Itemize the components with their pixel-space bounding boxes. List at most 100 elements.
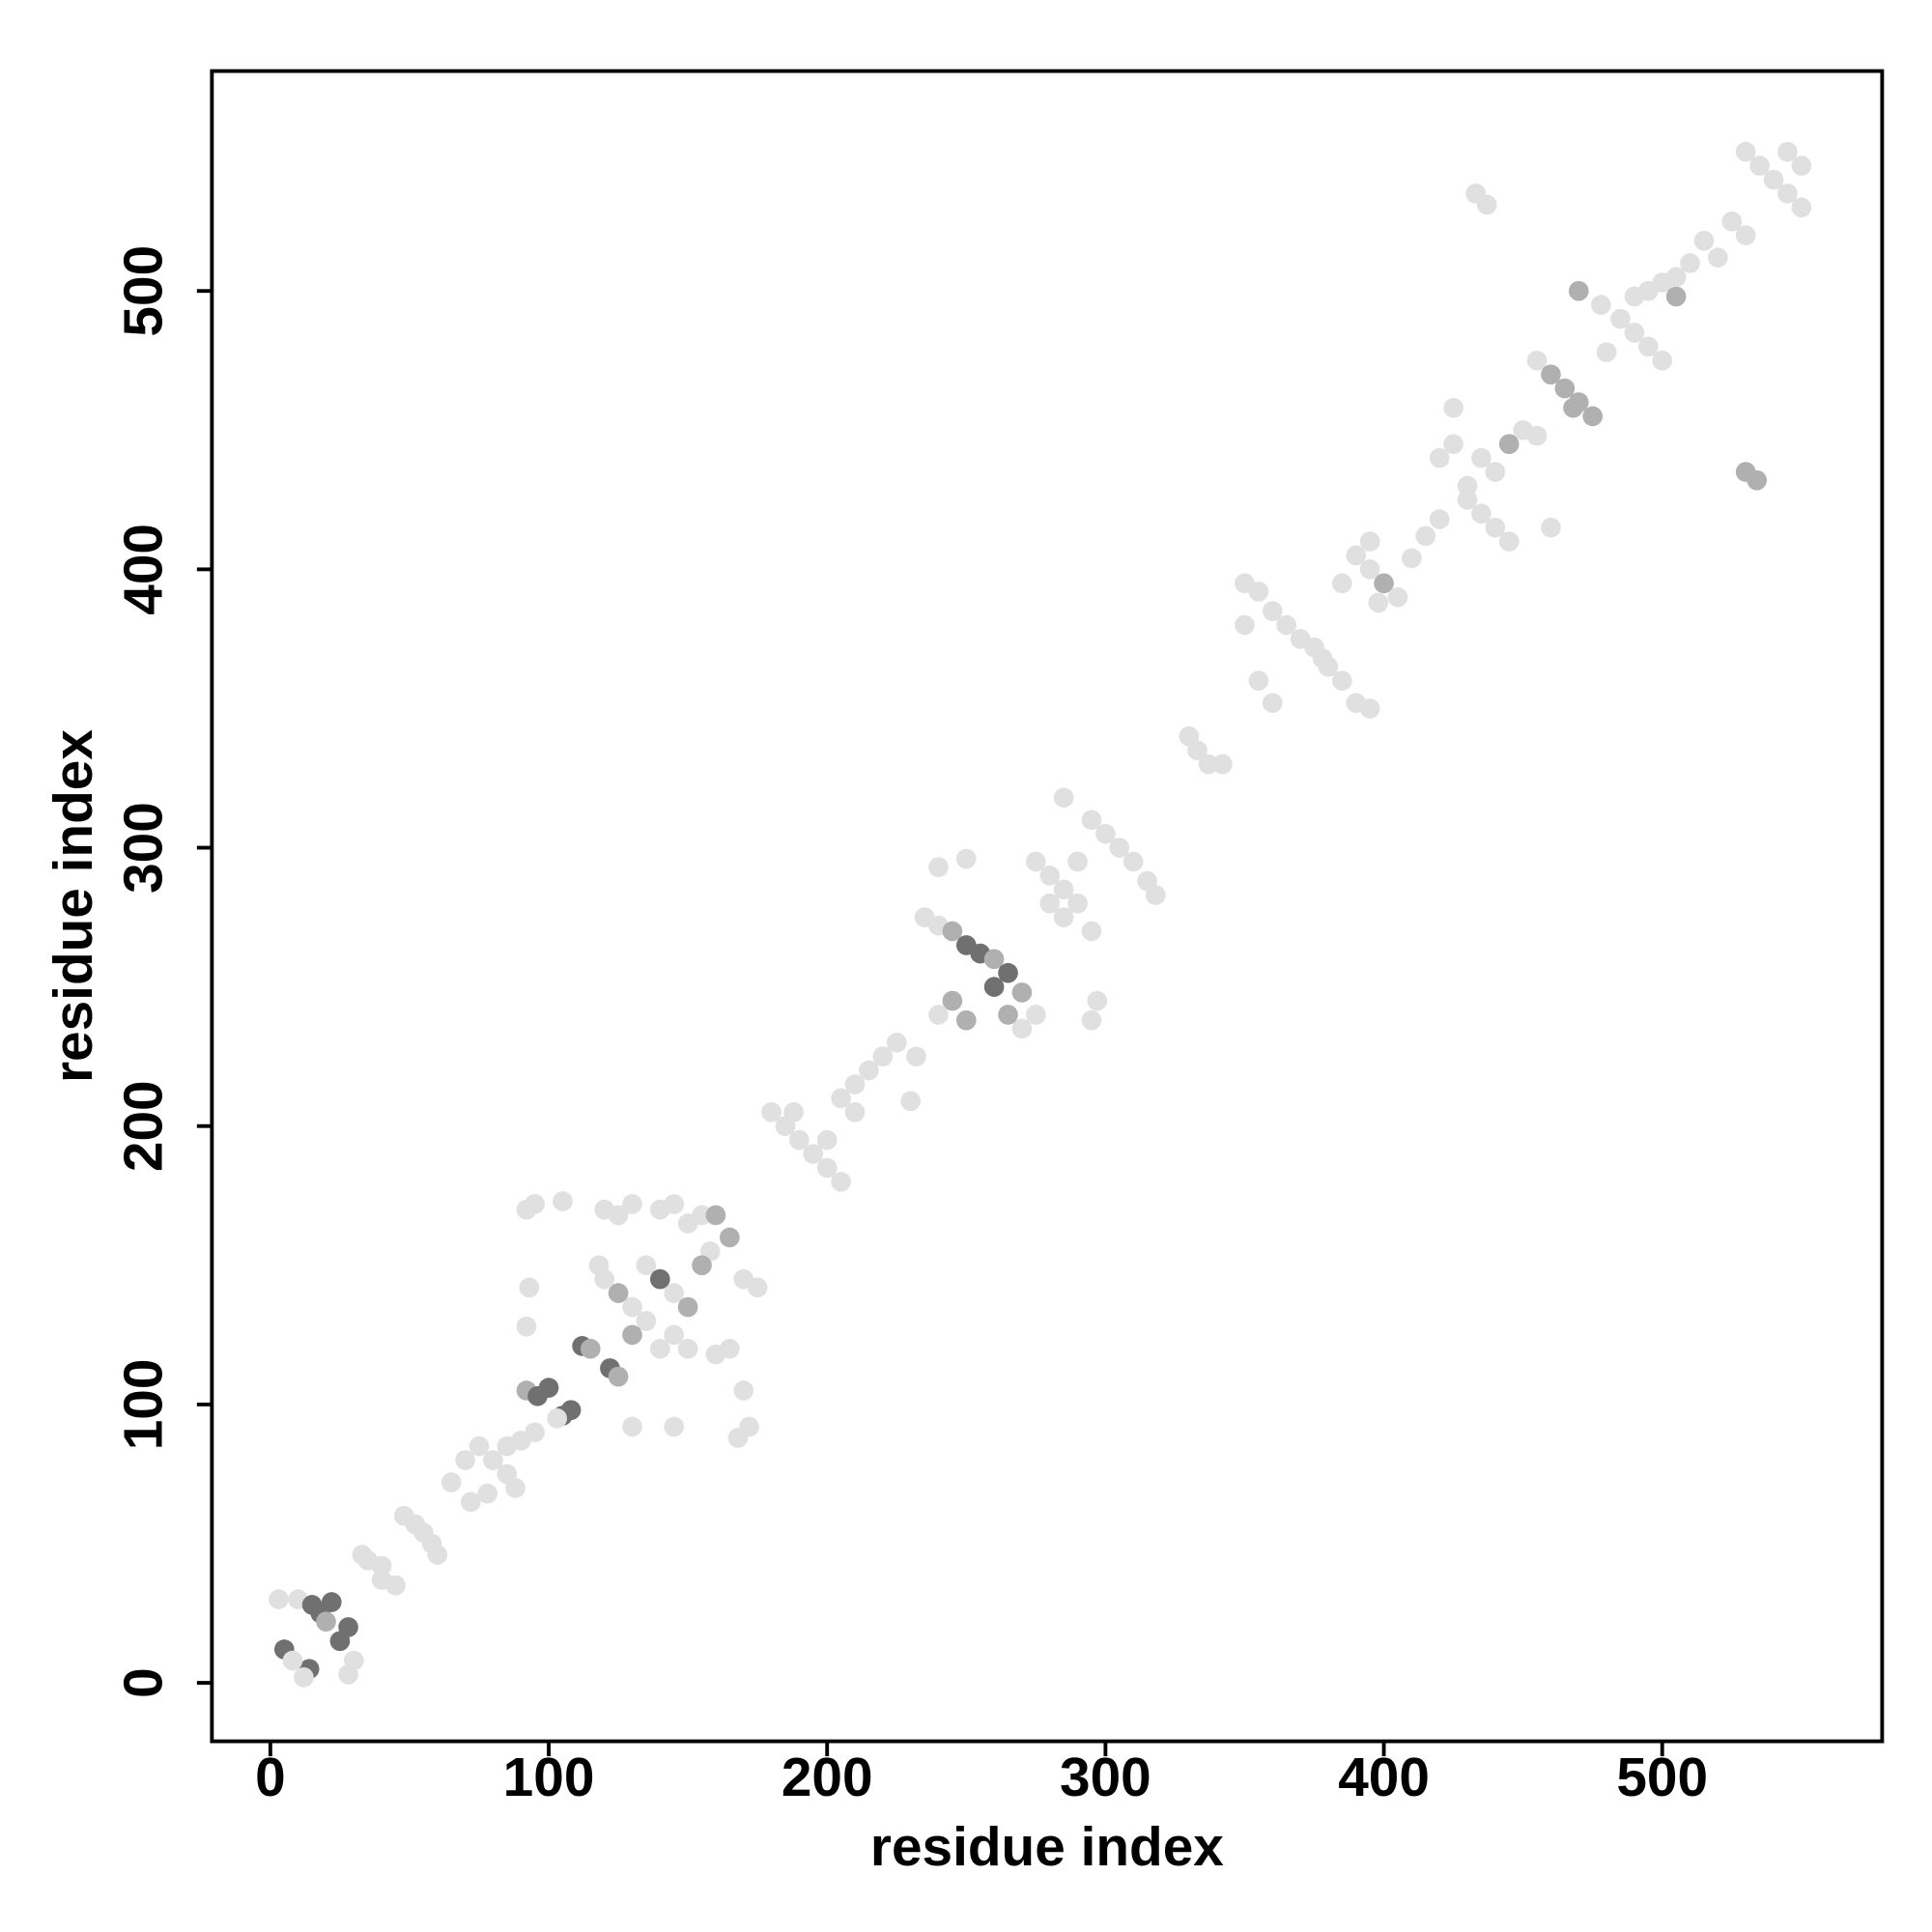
point [1368,592,1389,613]
point [783,1101,804,1122]
point [1053,879,1074,900]
point [664,1283,685,1303]
point [1374,573,1394,594]
point [636,1311,657,1331]
point [516,1316,537,1337]
point [1053,787,1074,809]
y-tick-label: 500 [113,245,174,337]
point [1526,425,1548,446]
point [547,1407,568,1429]
y-tick-label: 300 [113,802,174,894]
point [1212,753,1233,775]
point [1067,893,1088,914]
point [983,949,1005,970]
point [1624,323,1645,343]
point [1359,559,1380,580]
point [1312,648,1333,668]
point [747,1277,768,1298]
point [1485,517,1506,538]
point [1248,670,1269,691]
point [906,1046,926,1066]
point [1415,526,1436,547]
point [1763,169,1784,190]
point [1747,469,1768,491]
point [1402,548,1422,569]
point [352,1545,373,1565]
point [1067,851,1088,872]
point [1526,350,1548,371]
point [608,1283,629,1303]
point [649,1268,670,1290]
point [664,1324,685,1346]
point [761,1101,781,1122]
point [622,1324,642,1346]
point [1471,503,1492,525]
point [677,1338,698,1359]
point [483,1450,503,1470]
point [594,1268,614,1290]
point [1053,907,1074,927]
point [427,1545,448,1565]
point [580,1338,601,1359]
point [1563,397,1583,418]
point [1011,1018,1033,1039]
point [928,857,949,878]
point [538,1378,559,1398]
point [1591,295,1611,315]
point [321,1592,342,1612]
point [1498,531,1520,552]
point [440,1472,462,1492]
point [859,1060,879,1081]
point [1749,156,1770,176]
point [1262,601,1283,621]
point [505,1478,526,1498]
point [942,921,963,942]
point [1457,475,1478,497]
point [928,1005,949,1025]
x-tick-label: 300 [1060,1747,1151,1808]
point [525,1194,545,1214]
point [636,1255,657,1276]
point [1359,698,1380,719]
point [622,1416,642,1437]
point [803,1144,824,1164]
y-tick-label: 100 [113,1359,174,1451]
point [733,1380,754,1401]
point [720,1227,740,1248]
point [1708,247,1728,268]
x-tick-label: 100 [503,1747,595,1808]
point [955,1009,977,1031]
point [844,1074,866,1094]
point [553,1191,573,1211]
point [831,1088,851,1109]
point [1541,517,1561,538]
point [1346,545,1367,566]
y-tick-label: 200 [113,1080,174,1172]
point [1610,308,1631,329]
point [622,1296,642,1318]
point [1332,670,1352,691]
point [1735,225,1756,245]
point [1721,211,1743,232]
point [998,962,1018,983]
point [1095,823,1116,844]
point [461,1492,481,1513]
point [1582,406,1604,427]
y-axis-label: residue index [43,729,104,1083]
point [294,1666,314,1688]
point [1791,156,1812,176]
point [269,1589,289,1609]
point [1011,982,1033,1003]
point [789,1129,810,1151]
point [1791,197,1812,218]
point [469,1435,490,1457]
point [705,1205,726,1226]
point [1359,531,1380,552]
point [622,1194,642,1214]
point [1443,434,1463,455]
point [1087,990,1108,1011]
point [1485,462,1506,482]
point [455,1450,475,1470]
point [1541,364,1561,384]
